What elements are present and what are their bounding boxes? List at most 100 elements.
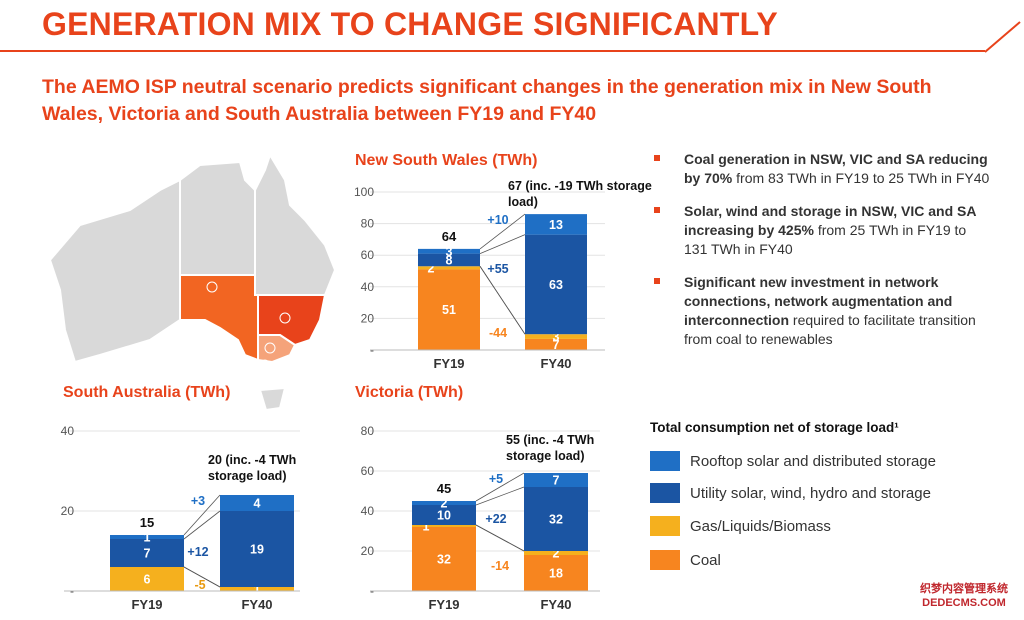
bar-segment — [418, 248, 480, 254]
bar-segment — [524, 473, 588, 487]
map-state-wa — [48, 178, 181, 364]
watermark-line: 织梦内容管理系统 — [920, 583, 1008, 595]
total-label: 15 — [140, 515, 154, 530]
x-tick-label: FY40 — [540, 356, 571, 371]
legend-swatch — [650, 550, 680, 570]
data-label: 4 — [254, 497, 261, 511]
bullet-item: Coal generation in NSW, VIC and SA reduc… — [652, 150, 992, 188]
legend-item-gas: Gas/Liquids/Biomass — [650, 514, 831, 538]
bar-segment — [412, 525, 476, 527]
total-label: 45 — [437, 481, 451, 496]
data-label: 51 — [442, 303, 456, 317]
change-label: -5 — [194, 578, 205, 592]
bar-segment — [525, 234, 587, 335]
y-tick-label: 100 — [354, 185, 374, 199]
change-label: +55 — [487, 262, 508, 276]
key-points: Coal generation in NSW, VIC and SA reduc… — [652, 150, 992, 363]
bar-segment — [524, 555, 588, 591]
y-tick-label: 40 — [61, 424, 75, 438]
data-label: 18 — [549, 567, 563, 581]
bar-segment — [220, 511, 294, 587]
legend-swatch — [650, 451, 680, 471]
legend-label: Utility solar, wind, hydro and storage — [690, 484, 931, 502]
y-tick-label: 60 — [361, 248, 375, 262]
connector-line — [479, 213, 526, 250]
bar-segment — [418, 266, 480, 270]
bar-segment — [412, 501, 476, 505]
connector-line — [475, 472, 525, 502]
data-label: 6 — [144, 573, 151, 587]
total-label: 67 (inc. -19 TWh storage load) — [508, 179, 652, 209]
map-state-sa — [179, 274, 259, 362]
change-label: -14 — [491, 559, 509, 573]
y-tick-label: 20 — [361, 544, 375, 558]
connector-line — [475, 486, 525, 506]
bar-segment — [418, 269, 480, 350]
y-tick-label: 40 — [361, 280, 375, 294]
bar-segment — [524, 551, 588, 555]
y-tick-label: 80 — [361, 217, 375, 231]
legend-label: Gas/Liquids/Biomass — [690, 517, 831, 535]
change-label: +10 — [487, 213, 508, 227]
data-label: 1 — [254, 583, 261, 597]
map-state-qld — [254, 152, 337, 296]
change-label: +22 — [485, 512, 506, 526]
data-label: 2 — [441, 497, 448, 511]
map-state-nt — [179, 160, 256, 276]
map-state-vic — [257, 334, 297, 364]
title-underline — [0, 50, 830, 52]
y-tick-label: 20 — [61, 504, 75, 518]
connector-line — [183, 494, 221, 536]
sa-chart-title: South Australia (TWh) — [63, 384, 231, 401]
data-label: 7 — [553, 474, 560, 488]
x-tick-label: FY19 — [428, 597, 459, 612]
connector-line — [479, 266, 526, 335]
data-label: 19 — [250, 543, 264, 557]
map-marker-2 — [279, 312, 291, 324]
y-tick-label: 80 — [361, 424, 375, 438]
bullet-marker — [654, 155, 660, 161]
nsw-chart-title: New South Wales (TWh) — [355, 152, 538, 169]
total-label: 20 (inc. -4 TWh storage load) — [208, 453, 296, 483]
map-marker-3 — [260, 359, 270, 369]
title-decoration — [830, 21, 1021, 53]
data-label: 8 — [446, 253, 453, 267]
bullet-bold: Coal generation in NSW, VIC and SA reduc… — [684, 151, 988, 186]
map-states — [48, 152, 337, 412]
watermark: 织梦内容管理系统 DEDECMS.COM — [912, 582, 1016, 610]
bullet-marker — [654, 207, 660, 213]
legend-item-rooftop: Rooftop solar and distributed storage — [650, 449, 936, 473]
legend-label: Rooftop solar and distributed storage — [690, 452, 936, 470]
x-tick-label: FY19 — [433, 356, 464, 371]
connector-line — [183, 510, 221, 540]
data-label: 13 — [549, 218, 563, 232]
connector-line — [183, 566, 221, 588]
data-label: 1 — [144, 531, 151, 545]
change-label: -44 — [489, 326, 507, 340]
bar-segment — [418, 253, 480, 267]
bar-segment — [110, 567, 184, 591]
legend-swatch — [650, 516, 680, 536]
watermark-line: DEDECMS.COM — [922, 597, 1006, 609]
bullet-text: from 83 TWh in FY19 to 25 TWh in FY40 — [732, 170, 990, 186]
bar-segment — [524, 487, 588, 551]
data-label: 32 — [437, 553, 451, 567]
legend-item-coal: Coal — [650, 548, 721, 572]
x-tick-label: FY19 — [131, 597, 162, 612]
x-tick-label: FY40 — [241, 597, 272, 612]
page-subtitle: The AEMO ISP neutral scenario predicts s… — [42, 76, 932, 125]
bullet-item: Solar, wind and storage in NSW, VIC and … — [652, 202, 992, 259]
bullet-item: Significant new investment in network co… — [652, 273, 992, 349]
vic-chart-title: Victoria (TWh) — [355, 384, 464, 401]
x-tick-label: FY40 — [540, 597, 571, 612]
data-label: 2 — [553, 547, 560, 561]
bullet-bold: Significant new investment in network co… — [684, 274, 953, 328]
data-label: 10 — [437, 509, 451, 523]
bullet-text: required to facilitate transition from c… — [684, 312, 976, 347]
y-tick-label: 40 — [361, 504, 375, 518]
map-marker-1 — [206, 281, 218, 293]
bar-segment — [412, 505, 476, 525]
change-label: +3 — [191, 494, 205, 508]
legend-swatch — [650, 483, 680, 503]
